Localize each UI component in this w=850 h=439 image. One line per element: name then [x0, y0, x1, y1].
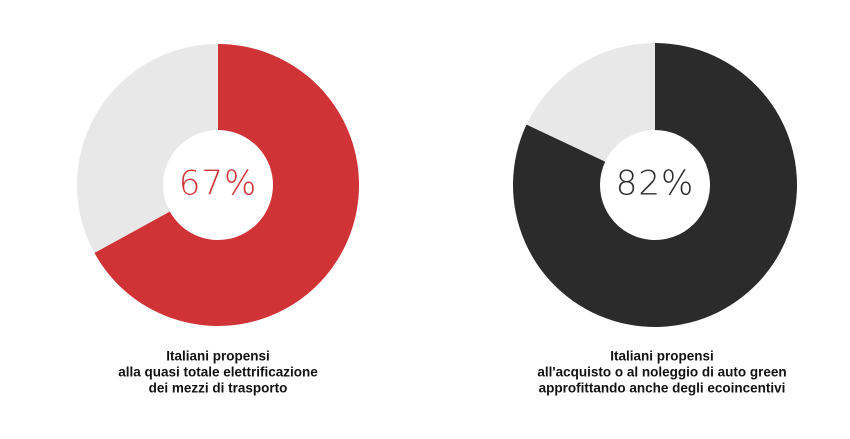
- donut-segment: [77, 43, 219, 253]
- donut-segment: [94, 44, 359, 326]
- center-label: 82%: [616, 164, 695, 204]
- caption: Italiani propensi: [610, 349, 714, 364]
- caption: approfittando anche degli ecoincentivi: [539, 381, 786, 396]
- caption: all'acquisto o al noleggio di auto green: [537, 365, 786, 380]
- caption: alla quasi totale elettrificazione: [118, 365, 318, 380]
- caption: Italiani propensi: [166, 349, 270, 364]
- donut-segment: [513, 43, 798, 327]
- center-label: 67%: [179, 164, 258, 204]
- donut-segment: [526, 43, 655, 162]
- caption: dei mezzi di trasporto: [149, 381, 288, 396]
